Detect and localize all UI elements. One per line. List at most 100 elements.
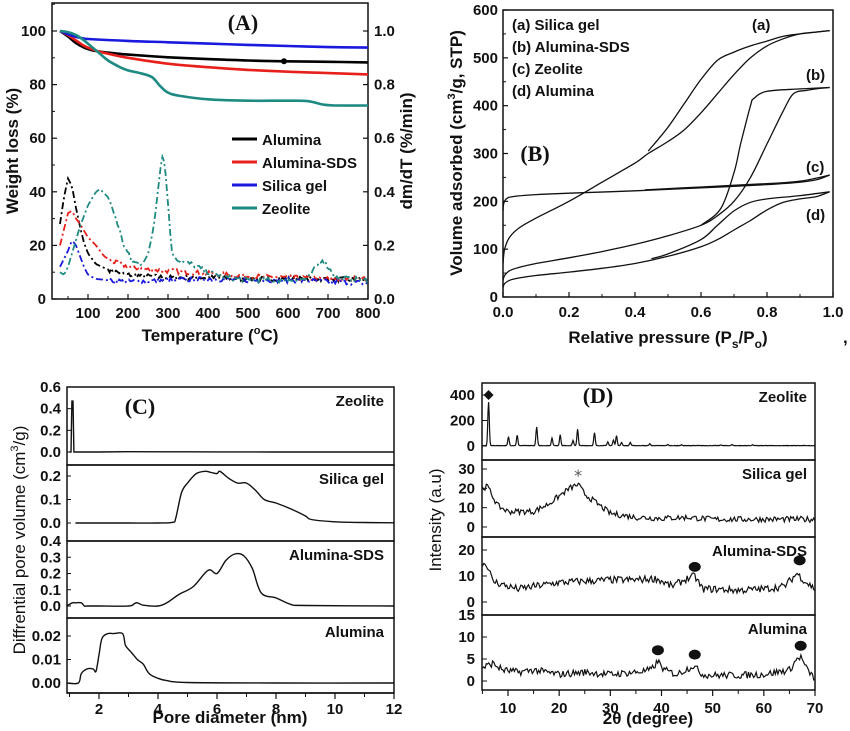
x-tick-label: 0.0	[493, 304, 514, 321]
x-tick-label: 2	[95, 701, 103, 718]
y-tick-label: 100	[21, 23, 46, 40]
panel-a-ylabel: Weight loss (%)	[3, 88, 22, 214]
panel-a-frame	[51, 2, 369, 300]
tga-line-silica-gel	[59, 29, 369, 49]
tga-line-zeolite	[59, 29, 369, 107]
x-tick-label: 12	[386, 701, 403, 718]
panel-b-label: (B)	[520, 141, 549, 166]
x-tick-label: 4	[154, 701, 163, 718]
y-tick-label: 200	[450, 413, 475, 430]
y-tick-label: 0	[467, 594, 475, 611]
panel-c-xlabel: Pore diameter (nm)	[153, 708, 308, 727]
y-tick-label: 40	[29, 184, 46, 201]
x-axis: 2 4 6 8 10 12	[67, 692, 403, 718]
y-tick-label: 400	[473, 98, 498, 115]
y-tick-label: 10	[458, 629, 475, 646]
y-tick-label: 0	[38, 291, 46, 308]
x-tick-label: 6	[213, 701, 221, 718]
panel-a-xlabel-text: Temperature (	[142, 326, 254, 345]
y-tick-label: 20	[458, 480, 475, 497]
y-tick-label: 0	[467, 519, 475, 536]
curve-label: (c)	[806, 159, 824, 176]
y-tick-label: 0.2	[40, 468, 61, 485]
y-tick-label: 20	[29, 237, 46, 254]
panel-b-isotherms: 0.0 0.2 0.4 0.6 0.8 1.0 0 100 200 300 400 500 600 (B…	[446, 2, 848, 351]
y-tick-label: 0.3	[40, 549, 61, 566]
y-tick-label: 0.0	[40, 515, 61, 532]
x-tick-label: 50	[704, 700, 721, 717]
x-tick-label: 60	[755, 700, 772, 717]
x-tick-label: 20	[551, 700, 568, 717]
distribution-curve	[69, 400, 394, 453]
y-tick-label: 200	[473, 193, 498, 210]
xrd-pattern	[481, 562, 816, 595]
y-tick-label: 100	[473, 241, 498, 258]
subplot-zeolite: 0 200 400 Zeolite	[450, 382, 816, 461]
legend-label: Silica gel	[262, 178, 327, 195]
y-tick-label: 0.02	[32, 628, 61, 645]
subplot-alumina-sds: 0 10 20 Alumina-SDS	[458, 536, 816, 616]
tga-line-alumina	[59, 29, 369, 64]
x-tick-label: 0.8	[757, 304, 778, 321]
y-tick-label: 80	[29, 77, 46, 94]
x-tick-label: 1.0	[823, 304, 844, 321]
y-tick-label: 30	[458, 461, 475, 478]
asterisk-marker-icon: *	[574, 466, 582, 485]
panel-c-ylabel: Diffrential pore volume (cm3/g)	[9, 426, 29, 655]
y2-tick-label: 0.8	[374, 77, 395, 94]
subplot-frame	[481, 614, 816, 691]
subplot-label: Zeolite	[336, 393, 384, 410]
y-tick-label: 500	[473, 50, 498, 67]
curve-label: (a)	[752, 17, 770, 34]
y2-tick-label: 1.0	[374, 23, 395, 40]
x-tick-label: 400	[195, 305, 220, 322]
circle-marker-icon	[688, 649, 701, 660]
desorption-curve-alumina-sds	[700, 86, 830, 226]
circle-marker-icon	[794, 640, 807, 651]
panel-d-ylabel: Intensity (a.u)	[426, 469, 445, 572]
x-tick-label: 800	[355, 305, 380, 322]
y-tick-label: 0	[467, 673, 475, 690]
legend-label: Zeolite	[262, 201, 310, 218]
y-tick-label: 0	[490, 289, 498, 306]
y-tick-label: 0.4	[40, 533, 62, 550]
y-tick-label: 20	[458, 542, 475, 559]
legend-label: Alumina	[262, 132, 322, 149]
y-tick-label: 0.4	[40, 401, 62, 418]
x-tick-label: 700	[315, 305, 340, 322]
circle-marker-icon	[651, 645, 664, 656]
y-tick-label: 15	[458, 607, 475, 624]
y2-tick-label: 0.0	[374, 291, 395, 308]
x-tick-label: 70	[807, 700, 824, 717]
panel-b-xlabel: Relative pressure (Ps/Po)	[568, 328, 767, 351]
x-tick-label: 30	[602, 700, 619, 717]
distribution-curve	[75, 470, 395, 524]
xrd-pattern	[482, 402, 815, 447]
curve-label: (b)	[806, 67, 825, 84]
dtg-line-zeolite	[59, 153, 369, 285]
x-tick-label: 10	[500, 700, 517, 717]
y-tick-label: 0.0	[40, 598, 61, 615]
legend-entry: (b) Alumina-SDS	[512, 39, 630, 56]
panel-b-ylabel: Volume adsorbed (cm3/g, STP)	[446, 30, 466, 276]
desorption-curve-silica-gel	[647, 29, 830, 152]
panel-c-label: (C)	[125, 394, 156, 419]
y-tick-label: 600	[473, 2, 498, 19]
y-tick-label: 0.00	[32, 675, 61, 692]
y-tick-label: 0.2	[40, 566, 61, 583]
y-tick-label: 0	[467, 438, 475, 455]
panel-a-label: (A)	[228, 10, 259, 35]
panel-d-xlabel: 2θ (degree)	[603, 709, 693, 728]
subplot-label: Silica gel	[742, 466, 807, 483]
panel-d-label: (D)	[583, 383, 614, 408]
x-tick-label: 200	[115, 305, 140, 322]
legend-label: Alumina-SDS	[262, 155, 357, 172]
x-tick-label: 0.6	[691, 304, 712, 321]
panel-a-tga: 100 200 300 400 500 600 700 800 0 20 40 60 80 100 0.0 0…	[3, 2, 416, 345]
subplot-label: Alumina	[748, 621, 808, 638]
tga-marker-dot	[281, 58, 287, 65]
subplot-silica-gel: 0 10 20 30 Silica gel *	[458, 459, 816, 538]
